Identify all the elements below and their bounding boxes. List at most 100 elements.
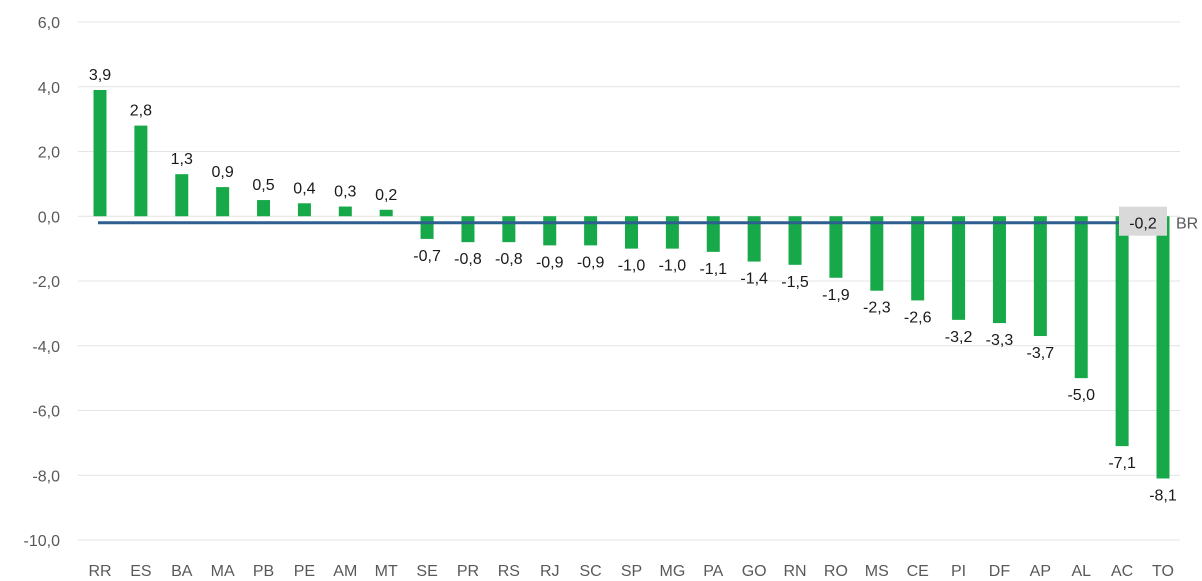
data-label: -0,9 — [536, 254, 564, 271]
x-tick-label: DF — [989, 563, 1011, 580]
data-label: -0,8 — [495, 251, 523, 268]
x-tick-label: MG — [659, 563, 685, 580]
data-label: 0,9 — [212, 164, 234, 181]
data-label: -7,1 — [1108, 455, 1136, 472]
data-label: -8,1 — [1149, 487, 1177, 504]
x-tick-label: AC — [1111, 563, 1133, 580]
y-axis-ticks: 6,0 4,0 2,0 0,0 -2,0 -4,0 -6,0 -8,0 -10,0 — [24, 15, 61, 550]
data-label: 0,2 — [375, 187, 397, 204]
data-label: 0,5 — [252, 177, 274, 194]
x-axis-ticks: RR ES BA MA PB PE AM MT SE PR RS RJ SC SP MG PA GO RN RO MS… — [88, 563, 1174, 580]
x-tick-label: SE — [416, 563, 437, 580]
data-label: -1,5 — [781, 274, 809, 291]
bar — [461, 216, 475, 243]
data-label: -0,8 — [454, 251, 482, 268]
reference-label-box — [1119, 206, 1167, 236]
x-tick-label: MT — [375, 563, 398, 580]
bar — [1115, 216, 1129, 447]
bar — [93, 89, 107, 217]
x-tick-label: RR — [88, 563, 111, 580]
bar — [788, 216, 802, 265]
data-label: 2,8 — [130, 103, 152, 120]
bar — [911, 216, 925, 301]
data-label: -2,3 — [863, 300, 891, 317]
data-label: -2,6 — [904, 309, 932, 326]
x-tick-label: AP — [1030, 563, 1051, 580]
bar — [502, 216, 516, 243]
data-label: -1,9 — [822, 287, 850, 304]
data-label: 3,9 — [89, 67, 111, 84]
bar — [1033, 216, 1047, 337]
bar — [338, 206, 352, 217]
x-tick-label: PR — [457, 563, 479, 580]
x-tick-label: PB — [253, 563, 274, 580]
bar — [134, 125, 148, 217]
bar — [175, 174, 189, 217]
x-tick-label: AL — [1071, 563, 1091, 580]
x-tick-label: AM — [333, 563, 357, 580]
bar — [584, 216, 598, 246]
x-tick-label: BA — [171, 563, 193, 580]
x-tick-label: ES — [130, 563, 151, 580]
x-tick-label: MS — [865, 563, 889, 580]
x-tick-label: PI — [951, 563, 966, 580]
data-label: -1,4 — [740, 271, 768, 288]
x-tick-label: CE — [907, 563, 929, 580]
x-tick-label: PA — [703, 563, 723, 580]
bar — [952, 216, 966, 320]
y-tick-label: 4,0 — [38, 80, 60, 97]
bar — [1156, 216, 1170, 479]
x-tick-label: TO — [1152, 563, 1174, 580]
y-tick-label: -10,0 — [24, 533, 61, 550]
reference-value-label: -0,2 — [1129, 216, 1157, 233]
bar — [870, 216, 884, 291]
data-label: -1,1 — [699, 261, 727, 278]
y-tick-label: 6,0 — [38, 15, 60, 32]
x-tick-label: SP — [621, 563, 642, 580]
data-label: -3,2 — [945, 329, 973, 346]
x-tick-label: RN — [783, 563, 806, 580]
grid-lines — [78, 21, 1180, 541]
data-label: 1,3 — [171, 151, 193, 168]
bar — [1074, 216, 1088, 379]
bar — [706, 216, 720, 252]
bar — [747, 216, 761, 262]
bar — [665, 216, 679, 249]
bar — [992, 216, 1006, 324]
bar — [297, 203, 311, 217]
x-tick-label: RS — [498, 563, 520, 580]
data-label: -1,0 — [659, 258, 687, 275]
x-tick-label: GO — [742, 563, 767, 580]
x-tick-label: MA — [211, 563, 235, 580]
y-tick-label: 0,0 — [38, 209, 60, 226]
bar — [829, 216, 843, 278]
data-label: 0,4 — [293, 180, 315, 197]
y-tick-label: -4,0 — [32, 339, 60, 356]
y-tick-label: -2,0 — [32, 274, 60, 291]
bar — [420, 216, 434, 239]
data-label: -0,9 — [577, 254, 605, 271]
data-label: 0,3 — [334, 184, 356, 201]
reference-line-group: -0,2 BR — [98, 206, 1198, 236]
reference-name-label: BR — [1176, 216, 1198, 233]
y-tick-label: -8,0 — [32, 468, 60, 485]
bars — [93, 89, 1170, 479]
bar — [379, 209, 393, 217]
data-label: -0,7 — [413, 248, 441, 265]
x-tick-label: SC — [579, 563, 601, 580]
bar — [625, 216, 638, 249]
bar — [216, 187, 230, 217]
data-label: -3,7 — [1027, 345, 1055, 362]
data-label: -1,0 — [618, 258, 646, 275]
y-tick-label: -6,0 — [32, 404, 60, 421]
data-labels: 3,9 2,8 1,3 0,9 0,5 0,4 0,3 0,2 -0,7 -0,8 -0,8 -0,9… — [89, 67, 1177, 504]
bar — [543, 216, 557, 246]
y-tick-label: 2,0 — [38, 145, 60, 162]
x-tick-label: RO — [824, 563, 848, 580]
bar — [257, 200, 271, 217]
data-label: -3,3 — [986, 332, 1014, 349]
x-tick-label: PE — [294, 563, 315, 580]
x-tick-label: RJ — [540, 563, 560, 580]
data-label: -5,0 — [1067, 387, 1095, 404]
